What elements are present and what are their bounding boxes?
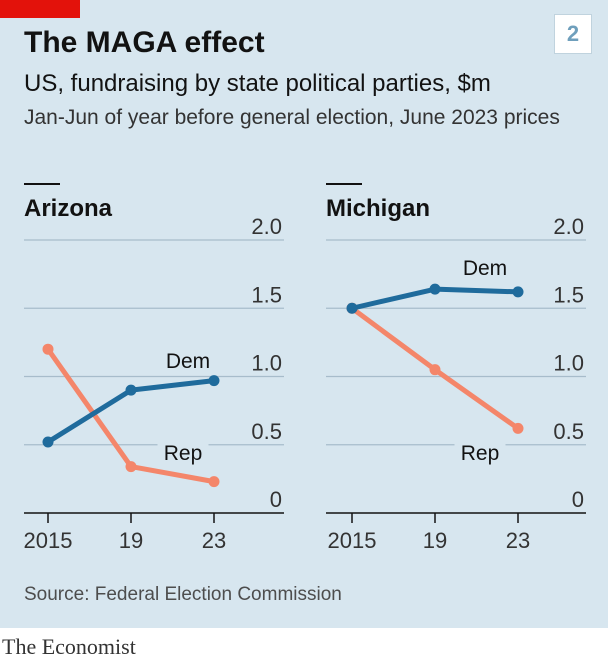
x-tick-label: 23 — [202, 528, 226, 553]
chart-michigan: Michigan 0 0.5 1.0 1.5 2.0 2015 19 23 Rep Dem — [326, 183, 586, 553]
y-tick-label: 2.0 — [251, 214, 282, 239]
series-label-dem: Dem — [463, 257, 507, 280]
data-point-dem — [512, 286, 524, 298]
y-tick-label: 2.0 — [553, 214, 584, 239]
data-point-rep — [512, 422, 524, 434]
y-tick-label: 0.5 — [553, 419, 584, 444]
y-tick-label: 0 — [270, 487, 282, 512]
chart-number-badge: 2 — [554, 14, 592, 54]
data-point-dem — [346, 302, 358, 314]
chart-title: The MAGA effect — [24, 26, 265, 59]
y-tick-label: 1.5 — [251, 282, 282, 307]
y-tick-label: 1.0 — [553, 351, 584, 376]
x-tick-label: 19 — [119, 528, 143, 553]
brand-logo: The Economist — [2, 634, 136, 659]
series-label-rep: Rep — [461, 442, 500, 465]
series-label-bg — [162, 346, 214, 374]
x-tick-label: 19 — [423, 528, 447, 553]
x-tick-label: 2015 — [24, 528, 73, 553]
panel-title: Michigan — [326, 195, 430, 222]
series-label-rep: Rep — [164, 442, 203, 465]
chart-panel — [0, 0, 608, 628]
data-point-dem — [42, 436, 54, 448]
series-label-dem: Dem — [166, 350, 210, 373]
panel-title: Arizona — [24, 195, 113, 222]
chart-subtitle: US, fundraising by state political parti… — [24, 70, 491, 97]
source-note: Source: Federal Election Commission — [24, 584, 342, 605]
series-label-bg — [157, 438, 209, 466]
data-point-rep — [429, 364, 441, 376]
data-point-dem — [125, 384, 137, 396]
data-point-rep — [42, 343, 54, 355]
chart-arizona: Arizona 0 0.5 1.0 1.5 2.0 2015 19 23 Rep Dem — [24, 183, 284, 553]
y-tick-label: 1.0 — [251, 351, 282, 376]
data-point-dem — [208, 375, 220, 387]
series-label-bg — [454, 438, 506, 466]
y-tick-label: 1.5 — [553, 282, 584, 307]
y-tick-label: 0.5 — [251, 419, 282, 444]
brand-tag — [0, 0, 80, 18]
data-point-dem — [429, 283, 441, 295]
x-tick-label: 2015 — [328, 528, 377, 553]
chart-note: Jan-Jun of year before general election,… — [24, 106, 560, 129]
series-label-bg — [459, 253, 511, 281]
data-point-rep — [125, 461, 137, 473]
data-point-rep — [208, 476, 220, 488]
y-tick-label: 0 — [572, 487, 584, 512]
x-tick-label: 23 — [506, 528, 530, 553]
